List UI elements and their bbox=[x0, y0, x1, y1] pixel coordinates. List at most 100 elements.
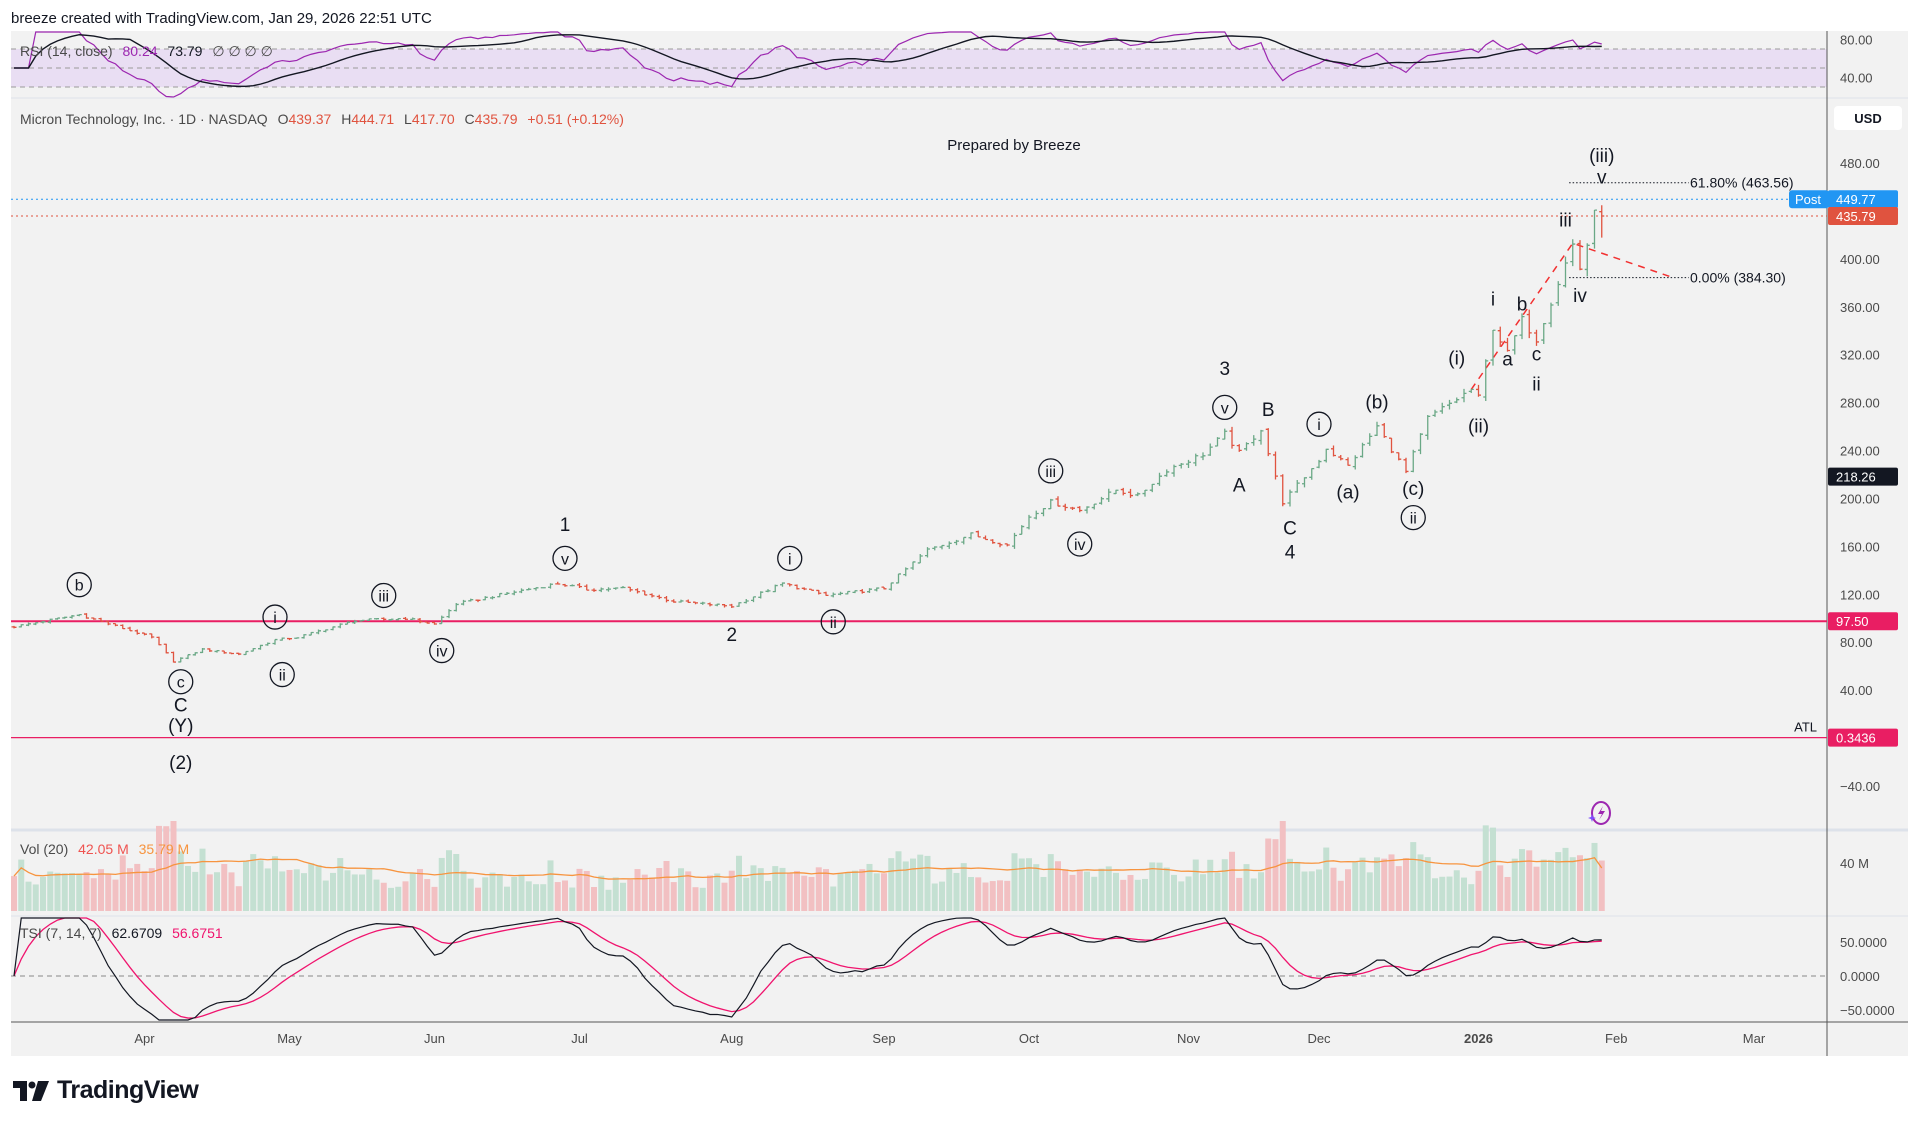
ohlc-bar bbox=[1135, 492, 1141, 497]
ohlc-bar bbox=[1077, 506, 1083, 513]
fib-level-label: 0.00% (384.30) bbox=[1690, 270, 1786, 286]
time-axis-label: Aug bbox=[720, 1031, 743, 1046]
ohlc-bar bbox=[1091, 503, 1097, 510]
ohlc-bar bbox=[26, 622, 31, 627]
tradingview-logo-icon bbox=[13, 1080, 49, 1101]
rsi-label: RSI (14, close) bbox=[20, 43, 113, 59]
ohlc-bar bbox=[359, 619, 365, 622]
volume-bar bbox=[1258, 872, 1264, 911]
volume-bar bbox=[612, 877, 619, 911]
volume-bar bbox=[656, 868, 663, 911]
ohlc-bar bbox=[809, 588, 814, 591]
ohlc-bar bbox=[1120, 487, 1126, 496]
volume-bar bbox=[960, 863, 967, 911]
ohlc-bar bbox=[1345, 457, 1351, 466]
wave-label: (a) bbox=[1336, 482, 1359, 503]
ohlc-bar bbox=[1280, 474, 1286, 507]
ohlc-bar bbox=[1331, 445, 1336, 457]
volume-bar bbox=[1475, 870, 1482, 911]
ohlc-bar bbox=[772, 584, 778, 593]
wave-label: (2) bbox=[169, 753, 192, 774]
price-badge-bg bbox=[1828, 190, 1898, 209]
volume-bar bbox=[649, 877, 655, 911]
ohlc-bar bbox=[946, 541, 952, 549]
ohlc-bar bbox=[142, 632, 147, 636]
ohlc-bar bbox=[410, 617, 416, 620]
change-value: +0.51 (+0.12%) bbox=[527, 111, 624, 127]
volume-bar bbox=[1403, 858, 1409, 911]
tsi-legend[interactable]: TSI (7, 14, 7) 62.6709 56.6751 bbox=[20, 925, 229, 941]
volume-bar bbox=[910, 858, 916, 911]
rsi-value: 80.24 bbox=[122, 43, 158, 59]
wave-label-circle bbox=[66, 572, 92, 598]
ohlc-bar bbox=[374, 618, 379, 620]
volume-bar bbox=[1200, 874, 1206, 911]
ohlc-bar bbox=[76, 613, 82, 617]
volume-bar bbox=[1461, 877, 1467, 911]
ohlc-bar bbox=[1026, 514, 1032, 530]
volume-bar bbox=[460, 870, 467, 911]
price-axis-tick: 200.00 bbox=[1840, 491, 1880, 506]
volume-bar bbox=[1490, 827, 1496, 911]
volume-bar bbox=[1243, 864, 1250, 911]
ohlc-bar bbox=[1070, 506, 1075, 511]
ohlc-bar bbox=[330, 626, 336, 631]
ohlc-bar bbox=[1055, 496, 1061, 507]
ohlc-bar bbox=[149, 633, 155, 639]
ohlc-bar bbox=[1106, 488, 1112, 503]
price-axis[interactable]: 480.00 400.00 360.00 320.00 280.00 240.00 200.… bbox=[1789, 33, 1898, 1019]
tsi-signal-value: 56.6751 bbox=[172, 925, 223, 941]
ohlc-bar bbox=[1142, 489, 1148, 497]
wave-label: (b) bbox=[1365, 393, 1388, 414]
volume-bar bbox=[931, 883, 938, 911]
ohlc-bar bbox=[1526, 309, 1532, 339]
volume-bar bbox=[424, 879, 431, 911]
ohlc-bar bbox=[308, 631, 314, 636]
volume-bar bbox=[1185, 876, 1192, 911]
ohlc-bar bbox=[127, 626, 133, 632]
volume-bar bbox=[547, 860, 554, 911]
volume-bar bbox=[1004, 880, 1011, 911]
volume-bar bbox=[199, 848, 206, 911]
volume-bar bbox=[808, 876, 815, 911]
volume-bar bbox=[511, 876, 518, 911]
time-axis[interactable]: Apr May Jun Jul Aug Sep Oct Nov Dec 2026 Feb Mar bbox=[134, 1031, 1765, 1046]
volume-bar bbox=[1446, 876, 1453, 911]
symbol-legend[interactable]: Micron Technology, Inc. · 1D · NASDAQ O4… bbox=[20, 111, 630, 127]
volume-bar bbox=[721, 882, 728, 911]
ohlc-bar bbox=[1215, 437, 1220, 447]
ohlc-bar bbox=[700, 601, 706, 605]
volume-bar bbox=[1308, 871, 1315, 911]
volume-bar bbox=[76, 873, 83, 911]
volume-bar bbox=[1149, 862, 1156, 911]
volume-bar bbox=[794, 870, 800, 911]
volume-bar bbox=[699, 887, 706, 911]
ohlc-bar bbox=[33, 622, 39, 626]
tradingview-logo[interactable]: TradingView bbox=[13, 1076, 199, 1105]
ohlc-bar bbox=[932, 546, 938, 551]
volume-bar bbox=[1424, 857, 1431, 911]
volume-bar bbox=[1395, 866, 1402, 911]
price-axis-tick: −40.00 bbox=[1840, 779, 1880, 794]
ohlc-bar bbox=[265, 642, 271, 646]
currency-button[interactable]: USD bbox=[1834, 106, 1902, 130]
volume-bar bbox=[395, 886, 402, 911]
volume-legend[interactable]: Vol (20) 42.05 M 35.79 M bbox=[20, 841, 195, 857]
ohlc-bar bbox=[258, 644, 263, 650]
volume-bar bbox=[1598, 860, 1605, 911]
tsi-value: 62.6709 bbox=[111, 925, 163, 941]
volume-bar bbox=[1381, 858, 1388, 911]
volume-bar bbox=[997, 880, 1003, 911]
ai-assistant-icon[interactable] bbox=[1588, 801, 1611, 825]
volume-bar bbox=[1207, 859, 1214, 911]
volume-bar bbox=[728, 870, 735, 911]
wave-label: iii bbox=[1045, 464, 1056, 481]
rsi-legend[interactable]: RSI (14, close) 80.24 73.79 ∅ ∅ ∅ ∅ bbox=[20, 43, 279, 60]
volume-bar bbox=[634, 869, 641, 911]
volume-bar bbox=[1236, 877, 1243, 911]
wave-label: iv bbox=[1074, 537, 1086, 554]
volume-bar bbox=[315, 865, 322, 911]
wave-label: C bbox=[1283, 518, 1297, 539]
volume-bar bbox=[1569, 857, 1576, 911]
